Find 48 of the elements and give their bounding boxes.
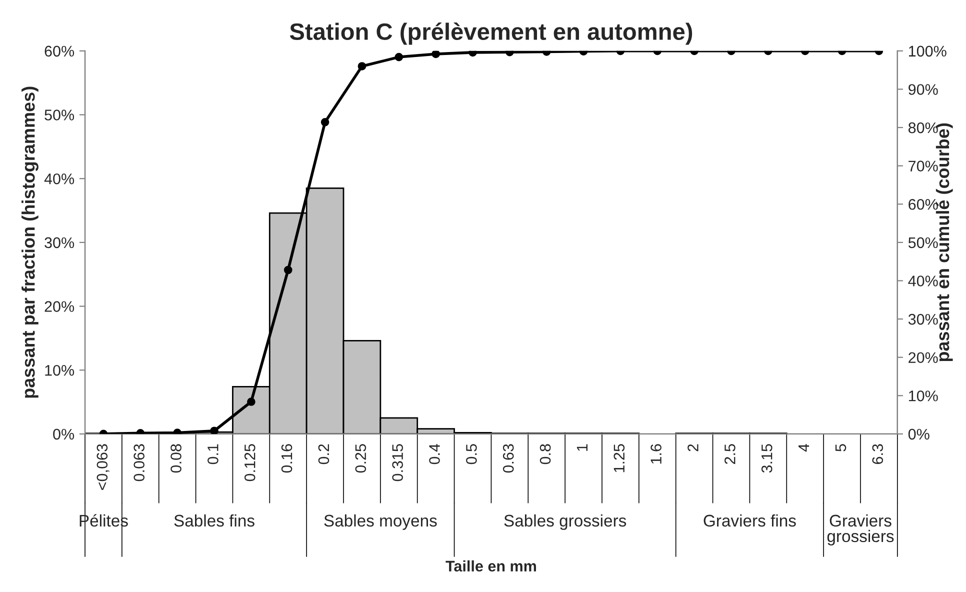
y-tick-label: 0%: [53, 428, 74, 440]
text: Graviers fins: [704, 514, 796, 527]
x-tick-label: 0.25: [355, 444, 366, 473]
y2-tick-label: 20%: [908, 352, 938, 364]
x-tick-label: 0.2: [318, 444, 330, 464]
x-tick-label: 0.063: [134, 444, 144, 482]
y-axis-title: passant par fraction (histogrammes): [22, 86, 38, 398]
y2-tick-label: 40%: [908, 276, 938, 286]
y-tick-label: 20%: [44, 301, 74, 312]
x-tick-label: 0.8: [540, 444, 551, 464]
y2-tick-label: 90%: [908, 84, 938, 95]
x-tick-label: 0.4: [429, 444, 440, 464]
x-tick-label: 0.5: [466, 444, 477, 464]
y2-tick-label: 30%: [908, 314, 938, 325]
x-tick-label: 2.5: [724, 444, 736, 464]
x-tick-label: 1.25: [614, 444, 625, 472]
x-tick-label: 1.6: [650, 444, 662, 464]
x-tick-label: 0.125: [244, 444, 256, 482]
y-tick-label: 40%: [44, 173, 74, 184]
x-tick-label: 5: [835, 444, 846, 452]
y-tick-label: 10%: [45, 364, 74, 376]
text: Sables fins: [174, 514, 254, 527]
x-tick-label: 0.63: [502, 444, 514, 473]
x-tick-label: 4: [798, 444, 810, 452]
x-tick-label: 0.08: [170, 444, 182, 473]
y2-tick-label: 10%: [908, 390, 938, 402]
x-tick-label: 6.3: [872, 444, 884, 464]
x-tick-label: 0.315: [392, 444, 403, 482]
y2-tick-label: 60%: [908, 198, 938, 210]
text: Sables moyens: [324, 514, 437, 530]
x-tick-label: 0.16: [281, 444, 292, 473]
chart-title: Station C (prélèvement en automne): [290, 22, 692, 45]
x-tick-label: 3.15: [761, 444, 772, 473]
x-axis-title: Taille en mm: [446, 560, 536, 572]
text: Graviers grossiers: [827, 514, 894, 546]
x-tick-label: 0.1: [208, 444, 218, 464]
y2-tick-label: 70%: [908, 160, 938, 172]
text: Sables grossiers: [504, 514, 626, 530]
y2-tick-label: 80%: [908, 122, 938, 134]
x-tick-label: 2: [688, 444, 698, 452]
y2-tick-label: 100%: [908, 46, 946, 57]
y-tick-label: 50%: [44, 110, 74, 120]
x-tick-label: 1: [576, 444, 588, 451]
x-tick-label: <0,063: [96, 444, 110, 490]
y2-tick-label: 0%: [908, 428, 930, 440]
y-tick-label: 30%: [44, 237, 74, 248]
y2-tick-label: 50%: [908, 237, 938, 248]
y-tick-label: 60%: [44, 46, 74, 57]
